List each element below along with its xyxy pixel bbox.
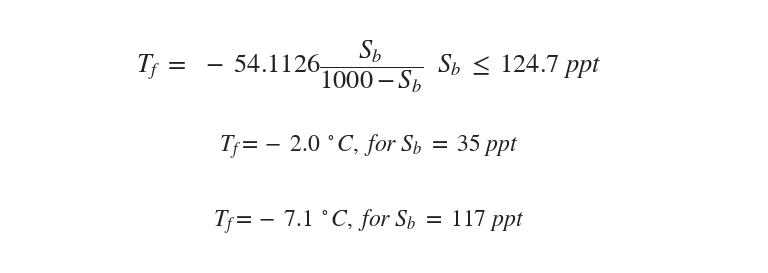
Text: $T_f\ =\ \ -\ 54.1126\dfrac{S_b}{1000-S_b}\ \ S_b\ \leq\ 124.7\ \mathit{ppt}$: $T_f\ =\ \ -\ 54.1126\dfrac{S_b}{1000-S_… [136,40,601,95]
Text: $T_f =-\ 2.0\ ^\circ C,\ \mathit{for}\ S_b\ =\ 35\ \mathit{ppt}$: $T_f =-\ 2.0\ ^\circ C,\ \mathit{for}\ S… [219,133,518,162]
Text: $T_f =-\ 7.1\ ^\circ C,\ \mathit{for}\ S_b\ =\ 117\ \mathit{ppt}$: $T_f =-\ 7.1\ ^\circ C,\ \mathit{for}\ S… [214,207,525,236]
